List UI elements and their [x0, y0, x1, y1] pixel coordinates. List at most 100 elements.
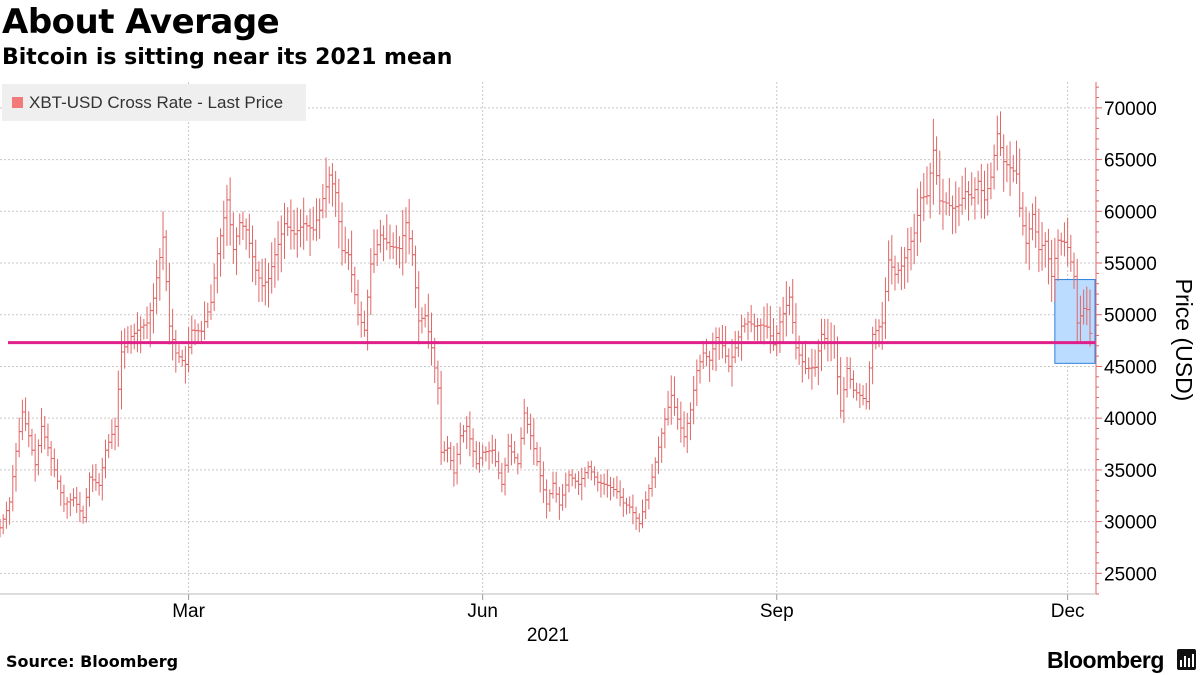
price-bar	[237, 213, 243, 245]
price-bar	[250, 225, 256, 282]
price-bar	[563, 472, 569, 508]
price-bar	[732, 330, 738, 364]
price-bar	[576, 471, 582, 496]
price-bar	[636, 513, 642, 533]
price-bar	[518, 427, 524, 469]
price-bar	[905, 228, 911, 283]
price-bar	[684, 412, 690, 453]
y-tick-label: 25000	[1104, 564, 1157, 585]
price-bar	[886, 240, 892, 302]
price-bar	[911, 213, 917, 265]
price-bar	[598, 474, 604, 498]
price-bar	[275, 221, 281, 281]
price-bar	[582, 467, 588, 488]
price-bar	[106, 434, 112, 459]
x-tick-label: Mar	[172, 601, 205, 622]
price-bar	[818, 318, 824, 372]
price-bar	[834, 336, 840, 395]
price-bar	[310, 206, 316, 241]
price-bar	[454, 442, 460, 485]
price-bar	[10, 465, 16, 512]
price-bar	[755, 317, 761, 341]
price-bar	[528, 413, 534, 450]
price-bar	[953, 181, 959, 234]
price-bar	[234, 227, 240, 276]
price-bar	[620, 488, 626, 517]
price-bar	[649, 463, 655, 497]
price-bar	[39, 408, 45, 454]
price-bar	[1045, 228, 1051, 285]
price-bar	[1068, 234, 1074, 272]
price-bar	[55, 458, 61, 490]
price-bar	[128, 324, 134, 354]
price-bar	[457, 422, 463, 465]
price-bar	[288, 199, 294, 250]
price-bar	[1058, 232, 1064, 256]
price-bar	[793, 303, 799, 360]
price-bar	[994, 115, 1000, 171]
price-bar	[102, 439, 108, 479]
price-bar	[611, 477, 617, 497]
price-bar	[866, 361, 872, 410]
price-bar	[13, 442, 19, 492]
highlight-box-layer	[1054, 279, 1096, 364]
price-bar	[1007, 141, 1013, 197]
y-tick-label: 60000	[1104, 202, 1157, 223]
price-bar	[783, 281, 789, 337]
price-bar	[45, 423, 51, 457]
price-bar	[19, 399, 25, 441]
price-bar	[381, 225, 387, 262]
price-bar	[211, 263, 217, 312]
price-bar	[93, 464, 99, 491]
price-bar	[67, 493, 73, 517]
price-bar	[240, 211, 246, 241]
price-bar	[134, 312, 140, 353]
price-bar	[397, 236, 403, 269]
price-bar	[643, 491, 649, 520]
price-bar	[627, 496, 633, 514]
price-bar	[898, 246, 904, 291]
price-bar	[850, 370, 856, 399]
price-bar	[416, 271, 422, 345]
price-bar	[592, 466, 598, 486]
price-bar	[80, 505, 86, 524]
price-bar	[425, 293, 431, 349]
price-bar	[668, 375, 674, 425]
price-bar	[361, 310, 367, 337]
price-bar	[841, 377, 847, 424]
bloomberg-terminal-icon	[1177, 649, 1196, 670]
price-bar	[323, 157, 329, 218]
price-bar	[51, 448, 57, 478]
price-bar	[90, 464, 96, 493]
y-tick-label: 50000	[1104, 306, 1157, 327]
price-bar	[138, 316, 144, 354]
price-bar	[374, 229, 380, 267]
price-bar	[329, 163, 335, 207]
price-bar	[297, 209, 303, 248]
price-bar	[927, 162, 933, 219]
price-bar	[246, 213, 252, 259]
price-bar	[812, 349, 818, 377]
price-bar	[764, 303, 770, 339]
price-bar	[902, 247, 908, 289]
price-bar	[748, 305, 754, 333]
price-bar	[470, 428, 476, 468]
price-bar	[259, 258, 265, 302]
price-bar	[77, 491, 83, 523]
price-bar	[64, 497, 70, 519]
price-bar	[556, 486, 562, 520]
price-bar	[160, 211, 166, 271]
price-bar	[317, 198, 323, 240]
price-bar	[844, 356, 850, 398]
y-tick-label: 35000	[1104, 461, 1157, 482]
price-bar	[617, 480, 623, 507]
price-bar	[0, 514, 6, 535]
price-bar	[729, 339, 735, 387]
price-bar	[483, 446, 489, 462]
price-bar	[352, 266, 358, 305]
price-bar	[588, 460, 594, 481]
price-bar	[358, 301, 364, 338]
price-bar	[937, 150, 943, 215]
price-bar	[243, 218, 249, 250]
price-bar	[58, 475, 64, 506]
